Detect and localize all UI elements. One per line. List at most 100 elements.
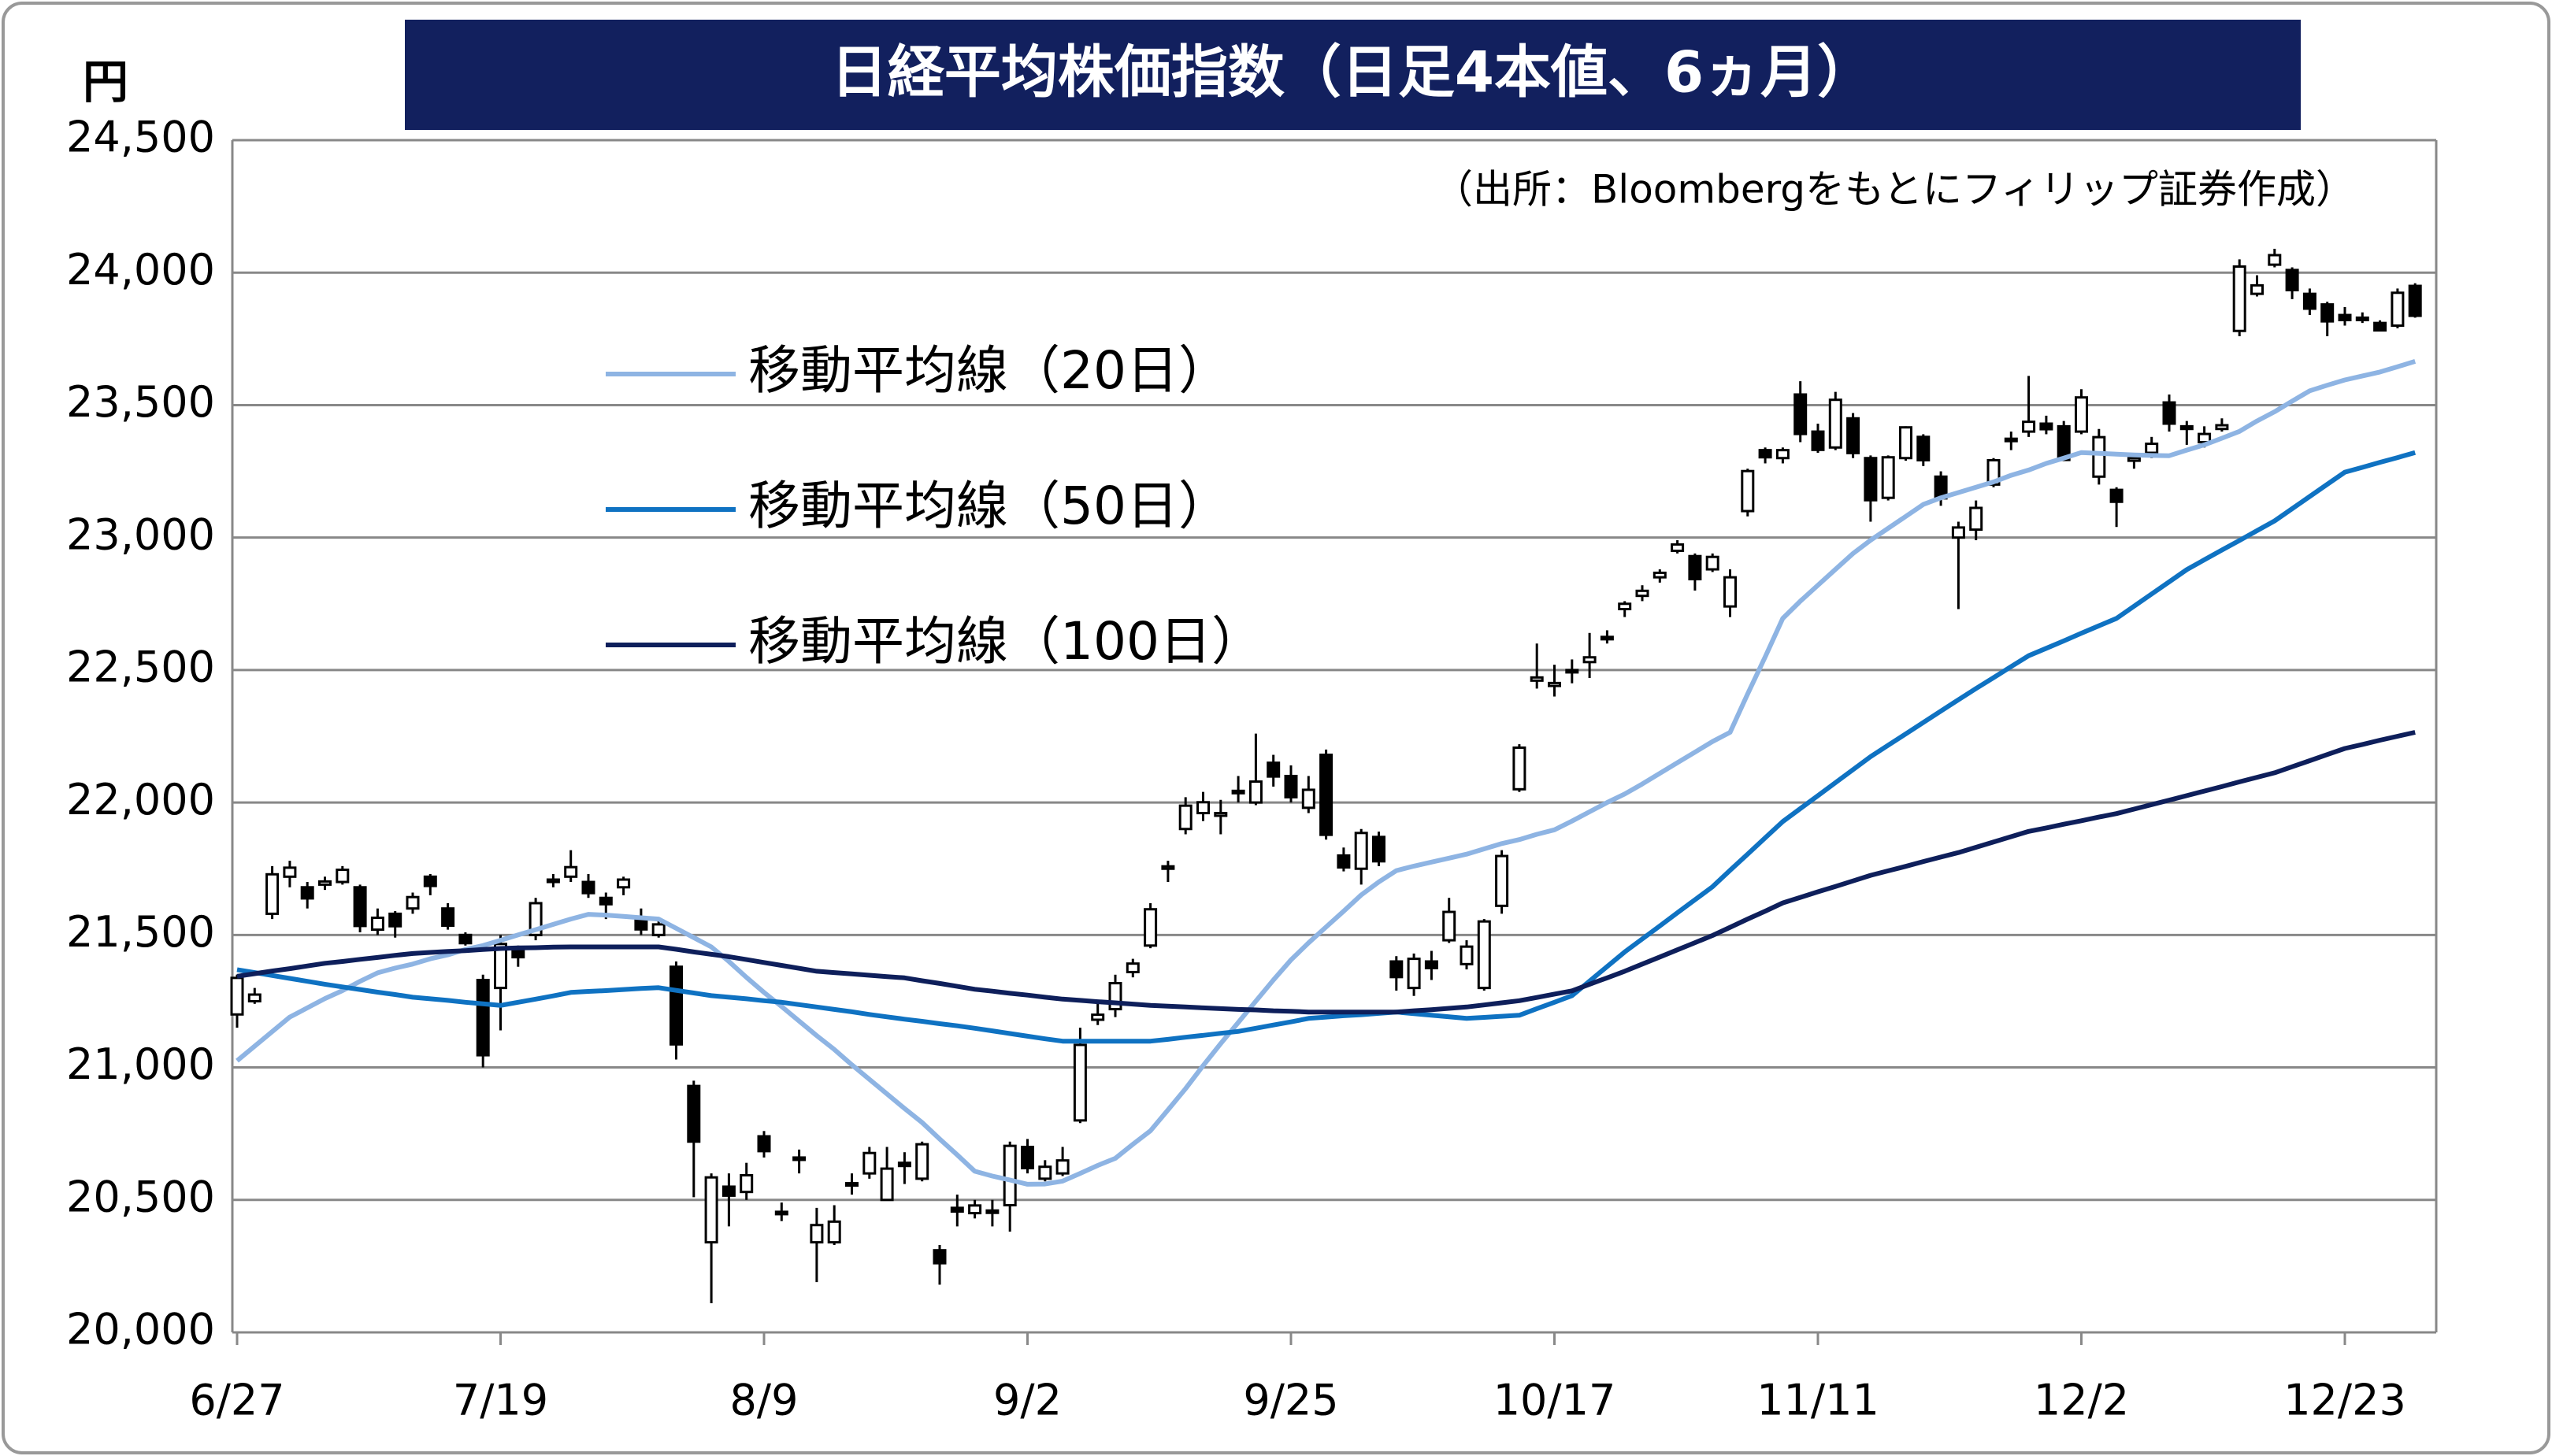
candle-body bbox=[897, 1161, 911, 1168]
candle-body bbox=[265, 872, 280, 915]
candle-body bbox=[2338, 313, 2352, 321]
candle-body bbox=[1671, 543, 1685, 552]
candle-body bbox=[230, 976, 244, 1016]
candle-body bbox=[300, 886, 314, 900]
candle-body bbox=[1828, 398, 1842, 449]
x-tick-label: 8/9 bbox=[730, 1376, 799, 1425]
plot: 20,000 20,500 21,000 21,500 22,000 22,500 23,0… bbox=[66, 113, 2438, 1425]
candle-body bbox=[581, 880, 595, 895]
x-tick-label: 10/17 bbox=[1493, 1376, 1616, 1425]
candle-body bbox=[1407, 958, 1421, 990]
y-tick-label: 23,000 bbox=[66, 509, 215, 559]
candle-body bbox=[2373, 321, 2387, 332]
candle-body bbox=[1178, 804, 1193, 831]
candle-body bbox=[1741, 469, 1755, 513]
candle-body bbox=[406, 895, 420, 910]
candle-body bbox=[634, 917, 648, 931]
y-tick-label: 24,000 bbox=[66, 245, 215, 295]
candle-body bbox=[1793, 393, 1808, 435]
candle-body bbox=[1811, 430, 1825, 451]
candle-body bbox=[2162, 401, 2176, 425]
candle-body bbox=[1758, 449, 1772, 459]
candle-body bbox=[458, 933, 473, 945]
candle-body bbox=[1354, 832, 1368, 870]
candle-body bbox=[1635, 589, 1649, 598]
y-tick-label: 23,500 bbox=[66, 377, 215, 427]
candle-body bbox=[704, 1176, 718, 1244]
candle-body bbox=[1267, 761, 1281, 778]
candle-body bbox=[2355, 316, 2369, 321]
candle-body bbox=[1477, 920, 1491, 990]
legend-label: 移動平均線（100日） bbox=[748, 611, 1263, 672]
candle-body bbox=[1899, 426, 1912, 460]
ma-line bbox=[236, 450, 2417, 1044]
candle-body bbox=[353, 886, 367, 928]
candle-body bbox=[2004, 437, 2018, 443]
legend-label: 移動平均線（50日） bbox=[748, 476, 1230, 536]
candle-body bbox=[1916, 435, 1931, 461]
x-tick-label: 12/23 bbox=[2283, 1376, 2406, 1425]
candle-body bbox=[651, 923, 666, 936]
candle-body bbox=[2285, 269, 2299, 291]
candle-body bbox=[1021, 1145, 1034, 1169]
candle-body bbox=[1723, 576, 1737, 608]
y-tick-label: 21,000 bbox=[66, 1039, 215, 1089]
candle-body bbox=[880, 1167, 894, 1202]
candle-body bbox=[2302, 292, 2316, 310]
candle-body bbox=[1442, 910, 1456, 942]
candle-body bbox=[2022, 420, 2036, 433]
ma-line bbox=[236, 359, 2417, 1187]
candle-body bbox=[915, 1143, 929, 1180]
candle-body bbox=[827, 1220, 841, 1244]
candle-body bbox=[2408, 284, 2422, 317]
candle-body bbox=[2215, 424, 2229, 431]
candle-body bbox=[247, 993, 262, 1002]
candle-body bbox=[792, 1156, 807, 1161]
x-tick-label: 9/25 bbox=[1243, 1376, 1338, 1425]
candle-body bbox=[1846, 417, 1860, 454]
x-tick-label: 11/11 bbox=[1756, 1376, 1879, 1425]
candle-body bbox=[1600, 635, 1614, 641]
candle-body bbox=[1705, 555, 1719, 571]
candle-body bbox=[2179, 424, 2194, 431]
candle-body bbox=[2075, 396, 2088, 433]
candle-body bbox=[441, 907, 455, 928]
legend-label: 移動平均線（20日） bbox=[748, 340, 1230, 401]
candle-body bbox=[1055, 1159, 1070, 1175]
candle-body bbox=[1073, 1043, 1087, 1122]
candle-body bbox=[2198, 432, 2212, 444]
candle-body bbox=[511, 950, 525, 959]
x-tick-label: 12/2 bbox=[2034, 1376, 2129, 1425]
candle-body bbox=[546, 878, 560, 884]
candle-body bbox=[933, 1249, 947, 1265]
candle-body bbox=[336, 869, 350, 884]
y-tick-label: 22,000 bbox=[66, 775, 215, 824]
candle-body bbox=[1196, 801, 1210, 815]
candle-body bbox=[1248, 780, 1263, 804]
candle-body bbox=[476, 979, 490, 1057]
candle-body bbox=[740, 1173, 754, 1194]
candle-body bbox=[1284, 774, 1298, 798]
candle-body bbox=[1301, 788, 1315, 810]
candle-body bbox=[2268, 254, 2282, 266]
candle-body bbox=[1389, 960, 1404, 979]
candle-body bbox=[2391, 291, 2405, 328]
candle-body bbox=[2145, 443, 2159, 454]
candle-body bbox=[862, 1151, 877, 1175]
source-note: （出所：Bloombergをもとにフィリップ証券作成） bbox=[1434, 167, 2355, 213]
y-tick-label: 24,500 bbox=[66, 113, 215, 162]
candle-body bbox=[1495, 854, 1509, 907]
candle-body bbox=[1372, 835, 1385, 863]
candle-body bbox=[1091, 1013, 1105, 1021]
candle-body bbox=[388, 912, 402, 928]
chart-title: 日経平均株価指数（日足4本値、6ヵ月） bbox=[831, 39, 1874, 106]
candle-body bbox=[617, 878, 631, 889]
candle-body bbox=[985, 1209, 1000, 1214]
x-tick-label: 9/2 bbox=[993, 1376, 1062, 1425]
candle-body bbox=[1424, 960, 1438, 969]
x-tick-label: 6/27 bbox=[189, 1376, 284, 1425]
candle-body bbox=[2232, 265, 2246, 332]
candle-body bbox=[2092, 435, 2106, 478]
candle-body bbox=[845, 1182, 859, 1187]
